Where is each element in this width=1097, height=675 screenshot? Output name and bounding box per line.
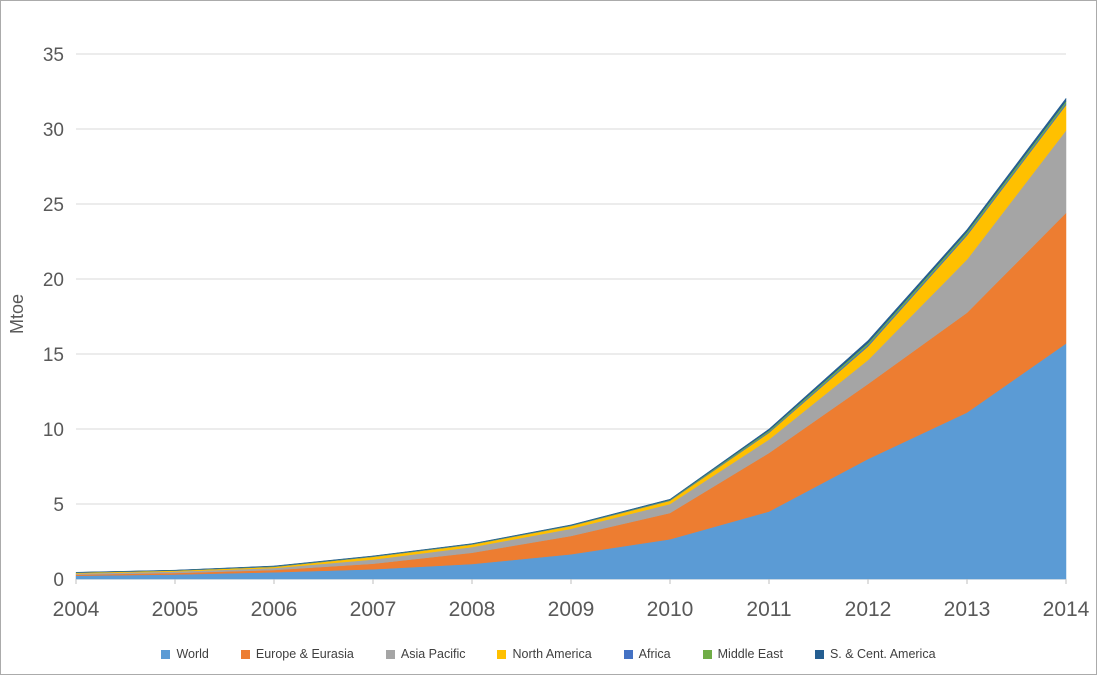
x-tick-label: 2013 — [944, 598, 991, 621]
y-tick-label: 0 — [53, 570, 64, 591]
x-tick-label: 2004 — [53, 598, 100, 621]
y-tick-label: 25 — [43, 195, 64, 216]
legend-label: Europe & Eurasia — [255, 647, 354, 661]
area-series — [75, 97, 1067, 580]
x-tick-label: 2005 — [152, 598, 199, 621]
y-tick-label: 5 — [53, 495, 64, 516]
legend-swatch-icon — [161, 649, 171, 659]
legend-item-asia-pacific: Asia Pacific — [385, 647, 466, 661]
legend-label: World — [176, 647, 209, 661]
x-axis-tick-labels: 2004 2005 2006 2007 2008 2009 2010 2011 2012 2013… — [53, 598, 1090, 621]
legend-swatch-icon — [702, 649, 712, 659]
x-tick-label: 2010 — [647, 598, 694, 621]
legend-item-world: World — [161, 647, 209, 661]
area-s-cent-america — [75, 97, 1067, 573]
legend-label: Africa — [638, 647, 671, 661]
y-tick-label: 35 — [43, 45, 64, 66]
legend-item-s-cent-america: S. & Cent. America — [814, 647, 936, 661]
x-tick-label: 2012 — [845, 598, 892, 621]
x-tick-label: 2014 — [1043, 598, 1090, 621]
gridlines — [76, 53, 1066, 580]
legend-label: Middle East — [717, 647, 783, 661]
x-tick-label: 2009 — [548, 598, 595, 621]
legend-label: Asia Pacific — [400, 647, 466, 661]
x-tick-label: 2011 — [746, 598, 791, 621]
x-axis-ticks — [75, 579, 1067, 584]
y-tick-label: 20 — [43, 270, 64, 291]
y-axis-tick-labels: 0 5 10 15 20 25 30 35 — [43, 45, 64, 591]
chart-legend: World Europe & Eurasia Asia Pacific North A… — [1, 634, 1096, 674]
legend-label: S. & Cent. America — [829, 647, 936, 661]
legend-swatch-icon — [814, 649, 824, 659]
legend-swatch-icon — [497, 649, 507, 659]
legend-item-europe-eurasia: Europe & Eurasia — [240, 647, 354, 661]
x-tick-label: 2007 — [350, 598, 397, 621]
legend-label: North America — [512, 647, 592, 661]
y-axis-title: Mtoe — [7, 294, 27, 334]
legend-swatch-icon — [240, 649, 250, 659]
y-tick-label: 10 — [43, 420, 64, 441]
legend-swatch-icon — [385, 649, 395, 659]
x-tick-label: 2006 — [251, 598, 298, 621]
legend-item-middle-east: Middle East — [702, 647, 783, 661]
legend-item-north-america: North America — [497, 647, 592, 661]
legend-item-africa: Africa — [623, 647, 671, 661]
y-tick-label: 30 — [43, 120, 64, 141]
legend-swatch-icon — [623, 649, 633, 659]
y-tick-label: 15 — [43, 345, 64, 366]
x-tick-label: 2008 — [449, 598, 496, 621]
